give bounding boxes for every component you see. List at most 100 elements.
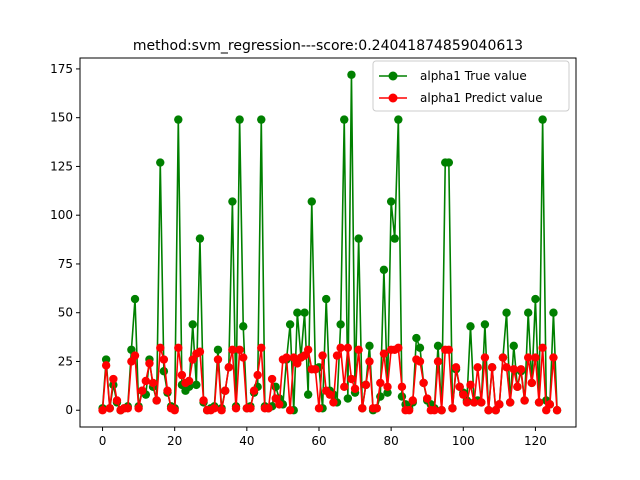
data-point [228, 345, 237, 354]
data-point [347, 374, 356, 384]
x-tick-label: 120 [524, 434, 547, 448]
data-point [130, 351, 140, 360]
data-point [437, 406, 446, 415]
data-point [192, 380, 201, 390]
data-point [257, 343, 266, 353]
data-point [152, 396, 161, 405]
y-tick-label: 150 [50, 111, 73, 125]
data-point [451, 363, 461, 372]
data-point [372, 404, 381, 413]
data-point [332, 351, 342, 360]
data-point [217, 406, 226, 415]
data-point [538, 343, 547, 353]
y-tick-label: 25 [58, 354, 73, 368]
data-point [444, 158, 454, 167]
data-point [199, 396, 208, 405]
data-point [466, 322, 475, 331]
series-1 [98, 343, 562, 415]
data-point [354, 234, 363, 243]
data-point [235, 115, 244, 124]
data-point [343, 394, 353, 403]
data-point [340, 115, 349, 124]
data-point [527, 378, 537, 388]
y-tick-label: 125 [50, 159, 73, 173]
data-point [538, 115, 547, 124]
data-point [552, 406, 562, 415]
data-point [163, 386, 172, 395]
data-point [520, 396, 529, 405]
data-point [350, 384, 360, 393]
x-tick-label: 0 [99, 434, 107, 448]
data-point [386, 197, 396, 206]
data-point [444, 345, 454, 354]
data-point [484, 406, 493, 415]
data-point [397, 392, 407, 401]
data-point [314, 404, 324, 413]
data-point [498, 353, 508, 362]
data-point [448, 404, 457, 413]
data-point [329, 398, 338, 407]
data-point [156, 158, 165, 167]
data-point [235, 345, 244, 354]
data-point [415, 357, 425, 366]
data-point [433, 357, 443, 366]
data-point [264, 404, 273, 413]
legend-true-marker [388, 71, 398, 81]
legend: alpha1 True value alpha1 Predict value [372, 60, 570, 112]
data-point [188, 320, 197, 329]
data-point [383, 382, 392, 392]
data-point [495, 400, 504, 409]
data-point [524, 353, 533, 362]
data-point [98, 406, 107, 415]
data-point [390, 234, 399, 243]
data-point [545, 400, 555, 409]
data-point [159, 367, 169, 376]
data-point [123, 404, 132, 413]
data-point [174, 115, 183, 124]
y-tick-label: 100 [50, 208, 73, 222]
data-point [141, 376, 151, 386]
legend-predict-marker [388, 93, 398, 103]
data-point [336, 320, 345, 329]
data-point [303, 390, 313, 399]
data-point [361, 380, 371, 390]
data-point [213, 355, 223, 364]
data-point [174, 343, 183, 353]
data-point [531, 294, 540, 304]
data-point [101, 361, 111, 370]
data-point [300, 308, 309, 317]
x-tick-label: 40 [239, 434, 254, 448]
data-point [239, 322, 248, 331]
x-tick-label: 80 [383, 434, 398, 448]
data-point [376, 378, 385, 388]
data-point [433, 341, 443, 351]
data-point [213, 345, 223, 354]
data-point [462, 398, 472, 407]
data-point [477, 398, 486, 407]
data-point [394, 343, 403, 353]
data-point [549, 353, 558, 362]
data-point [430, 406, 439, 415]
legend-predict-label: alpha1 Predict value [420, 91, 543, 105]
data-point [170, 406, 179, 415]
y-tick-label: 175 [50, 62, 73, 76]
data-point [415, 343, 425, 353]
data-point [285, 406, 295, 415]
data-point [130, 294, 140, 304]
data-point [487, 363, 497, 372]
data-point [365, 357, 374, 366]
y-tick-label: 0 [65, 403, 73, 417]
data-point [228, 197, 237, 206]
data-point [419, 378, 428, 388]
y-tick-label: 75 [58, 257, 73, 271]
data-point [365, 341, 374, 351]
data-point [336, 343, 345, 353]
data-point [148, 378, 158, 388]
data-point [423, 394, 432, 403]
data-point [455, 382, 464, 392]
data-point [318, 351, 327, 360]
data-point [397, 382, 407, 392]
data-point [159, 355, 169, 364]
data-point [340, 382, 349, 392]
